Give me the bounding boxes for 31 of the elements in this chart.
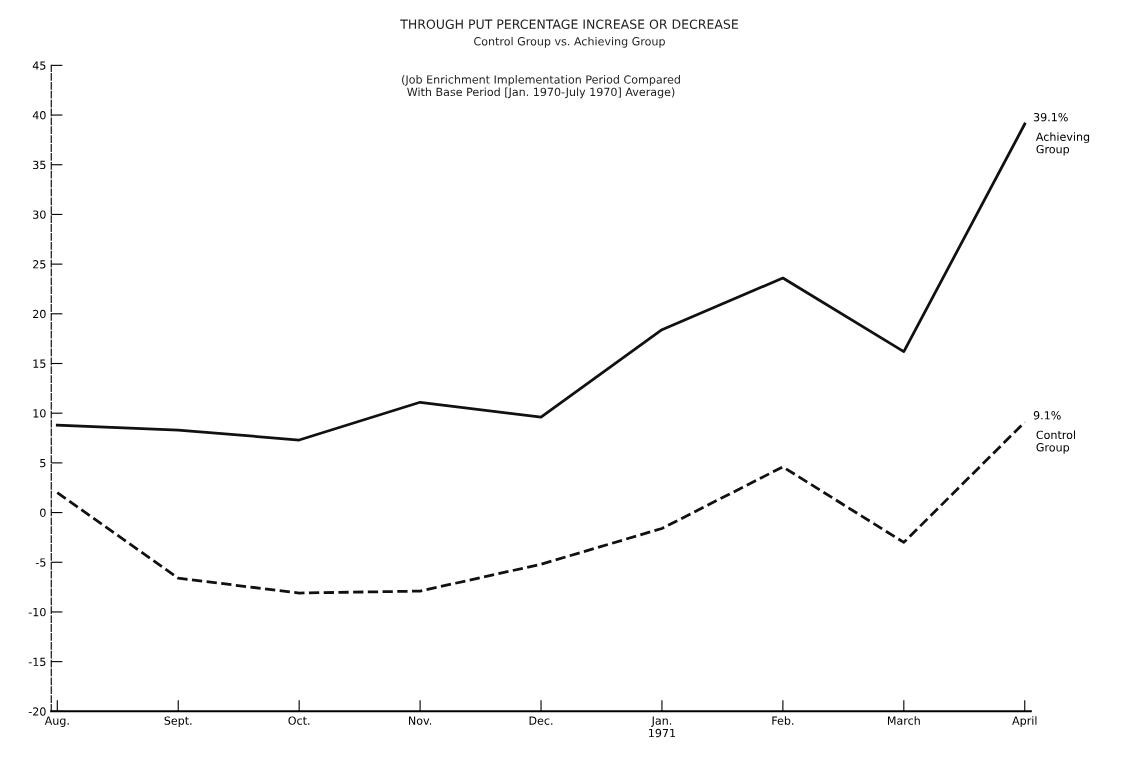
data-label: 39.1% bbox=[1033, 112, 1068, 122]
x-tick-label: Dec. bbox=[529, 716, 553, 725]
y-tick-label: -5 bbox=[35, 558, 46, 567]
x-tick-label: Sept. bbox=[164, 716, 192, 727]
y-tick-label: 35 bbox=[33, 160, 46, 170]
y-tick-label: 45 bbox=[32, 61, 46, 70]
series-label: Control Group bbox=[1036, 430, 1075, 454]
y-tick-label: 15 bbox=[33, 359, 46, 368]
annotation: (Job Enrichment Implementation Period Compared With Base Period [Jan. 1970-July 1970] Average) bbox=[402, 75, 680, 99]
line-series bbox=[55, 122, 1027, 442]
x-tick-label: Nov. bbox=[409, 716, 432, 725]
x-tick-label: Aug. bbox=[44, 716, 69, 727]
y-tick-label: 5 bbox=[40, 459, 46, 468]
data-label: 9.1% bbox=[1033, 411, 1061, 420]
y-tick-label: -20 bbox=[28, 707, 46, 716]
y-tick-label: 10 bbox=[33, 409, 46, 418]
chart-subtitle: Control Group vs. Achieving Group bbox=[474, 36, 665, 48]
x-tick-label: Jan. 1971 bbox=[649, 716, 676, 738]
y-tick-label: 30 bbox=[33, 210, 46, 219]
y-tick-label: 20 bbox=[33, 309, 46, 319]
y-tick-label: 0 bbox=[40, 508, 46, 517]
x-tick-label: Feb. bbox=[772, 716, 794, 725]
y-tick-label: -15 bbox=[28, 657, 46, 667]
y-tick-label: 40 bbox=[32, 111, 46, 120]
y-tick-label: -10 bbox=[28, 607, 46, 617]
series-label: Achieving Group bbox=[1035, 132, 1090, 156]
x-tick-label: April bbox=[1012, 716, 1037, 727]
x-tick-label: Oct. bbox=[288, 716, 310, 725]
y-tick-label: 25 bbox=[33, 260, 46, 269]
chart-title: THROUGH PUT PERCENTAGE INCREASE OR DECREASE bbox=[400, 19, 738, 29]
x-tick-label: March bbox=[887, 716, 920, 725]
